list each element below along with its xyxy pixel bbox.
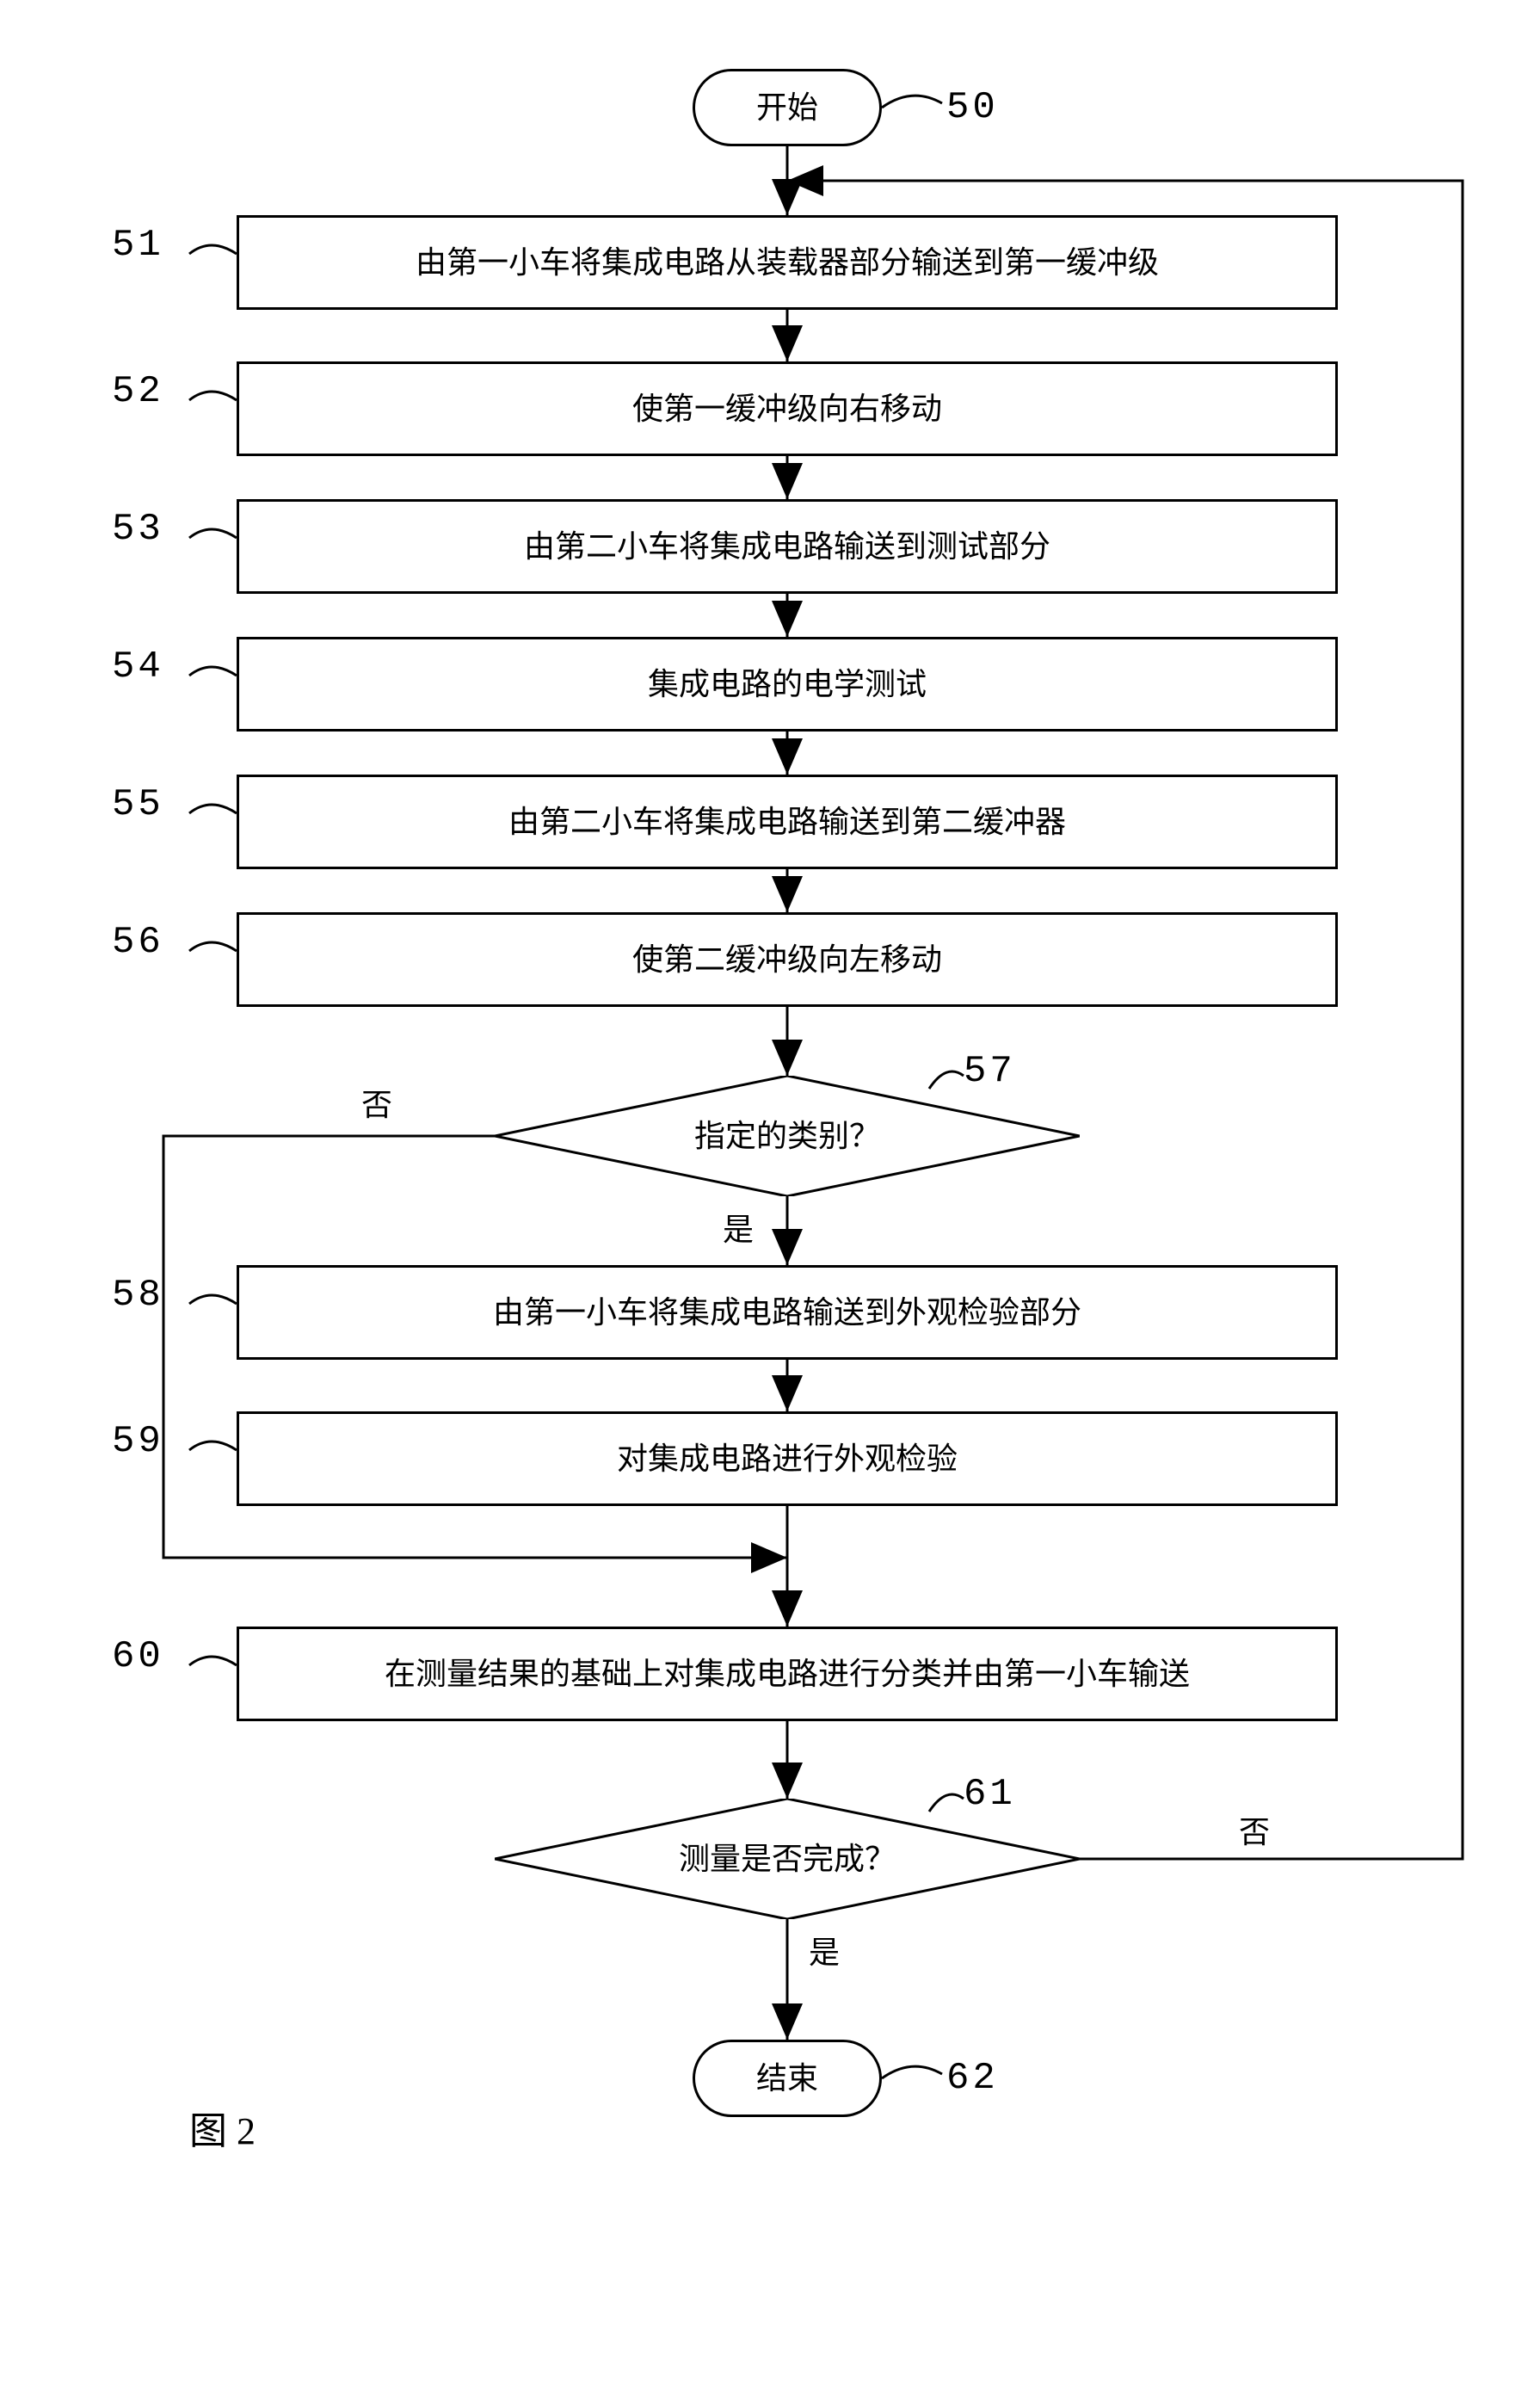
ref-59: 59 bbox=[112, 1420, 164, 1463]
decision-57-text: 指定的类别？ bbox=[694, 1116, 880, 1157]
process-55-text: 由第二小车将集成电路输送到第二缓冲器 bbox=[508, 802, 1066, 843]
figure-label: 图 2 bbox=[189, 2100, 256, 2155]
decision-61: 测量是否完成？ bbox=[495, 1799, 1080, 1919]
ref-61: 61 bbox=[964, 1773, 1016, 1816]
process-56: 使第二缓冲级向左移动 bbox=[237, 912, 1338, 1007]
flowchart-container: 开始 50 由第一小车将集成电路从装载器部分输送到第一缓冲级 51 使第一缓冲级… bbox=[17, 34, 1540, 2349]
process-58: 由第一小车将集成电路输送到外观检验部分 bbox=[237, 1265, 1338, 1360]
terminal-start: 开始 bbox=[693, 69, 882, 146]
ref-55: 55 bbox=[112, 783, 164, 826]
process-52-text: 使第一缓冲级向右移动 bbox=[632, 389, 942, 429]
ref-53: 53 bbox=[112, 508, 164, 551]
decision-61-text: 测量是否完成？ bbox=[679, 1839, 896, 1880]
process-53: 由第二小车将集成电路输送到测试部分 bbox=[237, 499, 1338, 594]
process-55: 由第二小车将集成电路输送到第二缓冲器 bbox=[237, 775, 1338, 869]
terminal-end: 结束 bbox=[693, 2040, 882, 2117]
process-53-text: 由第二小车将集成电路输送到测试部分 bbox=[524, 527, 1050, 567]
decision-57-yes: 是 bbox=[723, 1205, 754, 1250]
ref-60: 60 bbox=[112, 1635, 164, 1678]
decision-61-no: 否 bbox=[1239, 1807, 1270, 1852]
process-60-text: 在测量结果的基础上对集成电路进行分类并由第一小车输送 bbox=[385, 1654, 1190, 1695]
ref-58: 58 bbox=[112, 1274, 164, 1317]
terminal-start-text: 开始 bbox=[756, 88, 818, 128]
process-52: 使第一缓冲级向右移动 bbox=[237, 361, 1338, 456]
terminal-end-text: 结束 bbox=[756, 2059, 818, 2099]
ref-54: 54 bbox=[112, 645, 164, 688]
process-51-text: 由第一小车将集成电路从装载器部分输送到第一缓冲级 bbox=[416, 243, 1159, 283]
ref-52: 52 bbox=[112, 370, 164, 413]
process-59: 对集成电路进行外观检验 bbox=[237, 1411, 1338, 1506]
ref-62: 62 bbox=[946, 2057, 999, 2100]
process-60: 在测量结果的基础上对集成电路进行分类并由第一小车输送 bbox=[237, 1627, 1338, 1721]
process-58-text: 由第一小车将集成电路输送到外观检验部分 bbox=[493, 1293, 1081, 1333]
process-54: 集成电路的电学测试 bbox=[237, 637, 1338, 732]
process-56-text: 使第二缓冲级向左移动 bbox=[632, 940, 942, 980]
decision-61-yes: 是 bbox=[809, 1928, 840, 1972]
process-54-text: 集成电路的电学测试 bbox=[648, 664, 927, 705]
ref-56: 56 bbox=[112, 921, 164, 964]
process-51: 由第一小车将集成电路从装载器部分输送到第一缓冲级 bbox=[237, 215, 1338, 310]
decision-57-no: 否 bbox=[361, 1080, 392, 1125]
ref-51: 51 bbox=[112, 224, 164, 267]
ref-57: 57 bbox=[964, 1050, 1016, 1093]
process-59-text: 对集成电路进行外观检验 bbox=[617, 1439, 958, 1479]
ref-50: 50 bbox=[946, 86, 999, 129]
decision-57: 指定的类别？ bbox=[495, 1076, 1080, 1196]
